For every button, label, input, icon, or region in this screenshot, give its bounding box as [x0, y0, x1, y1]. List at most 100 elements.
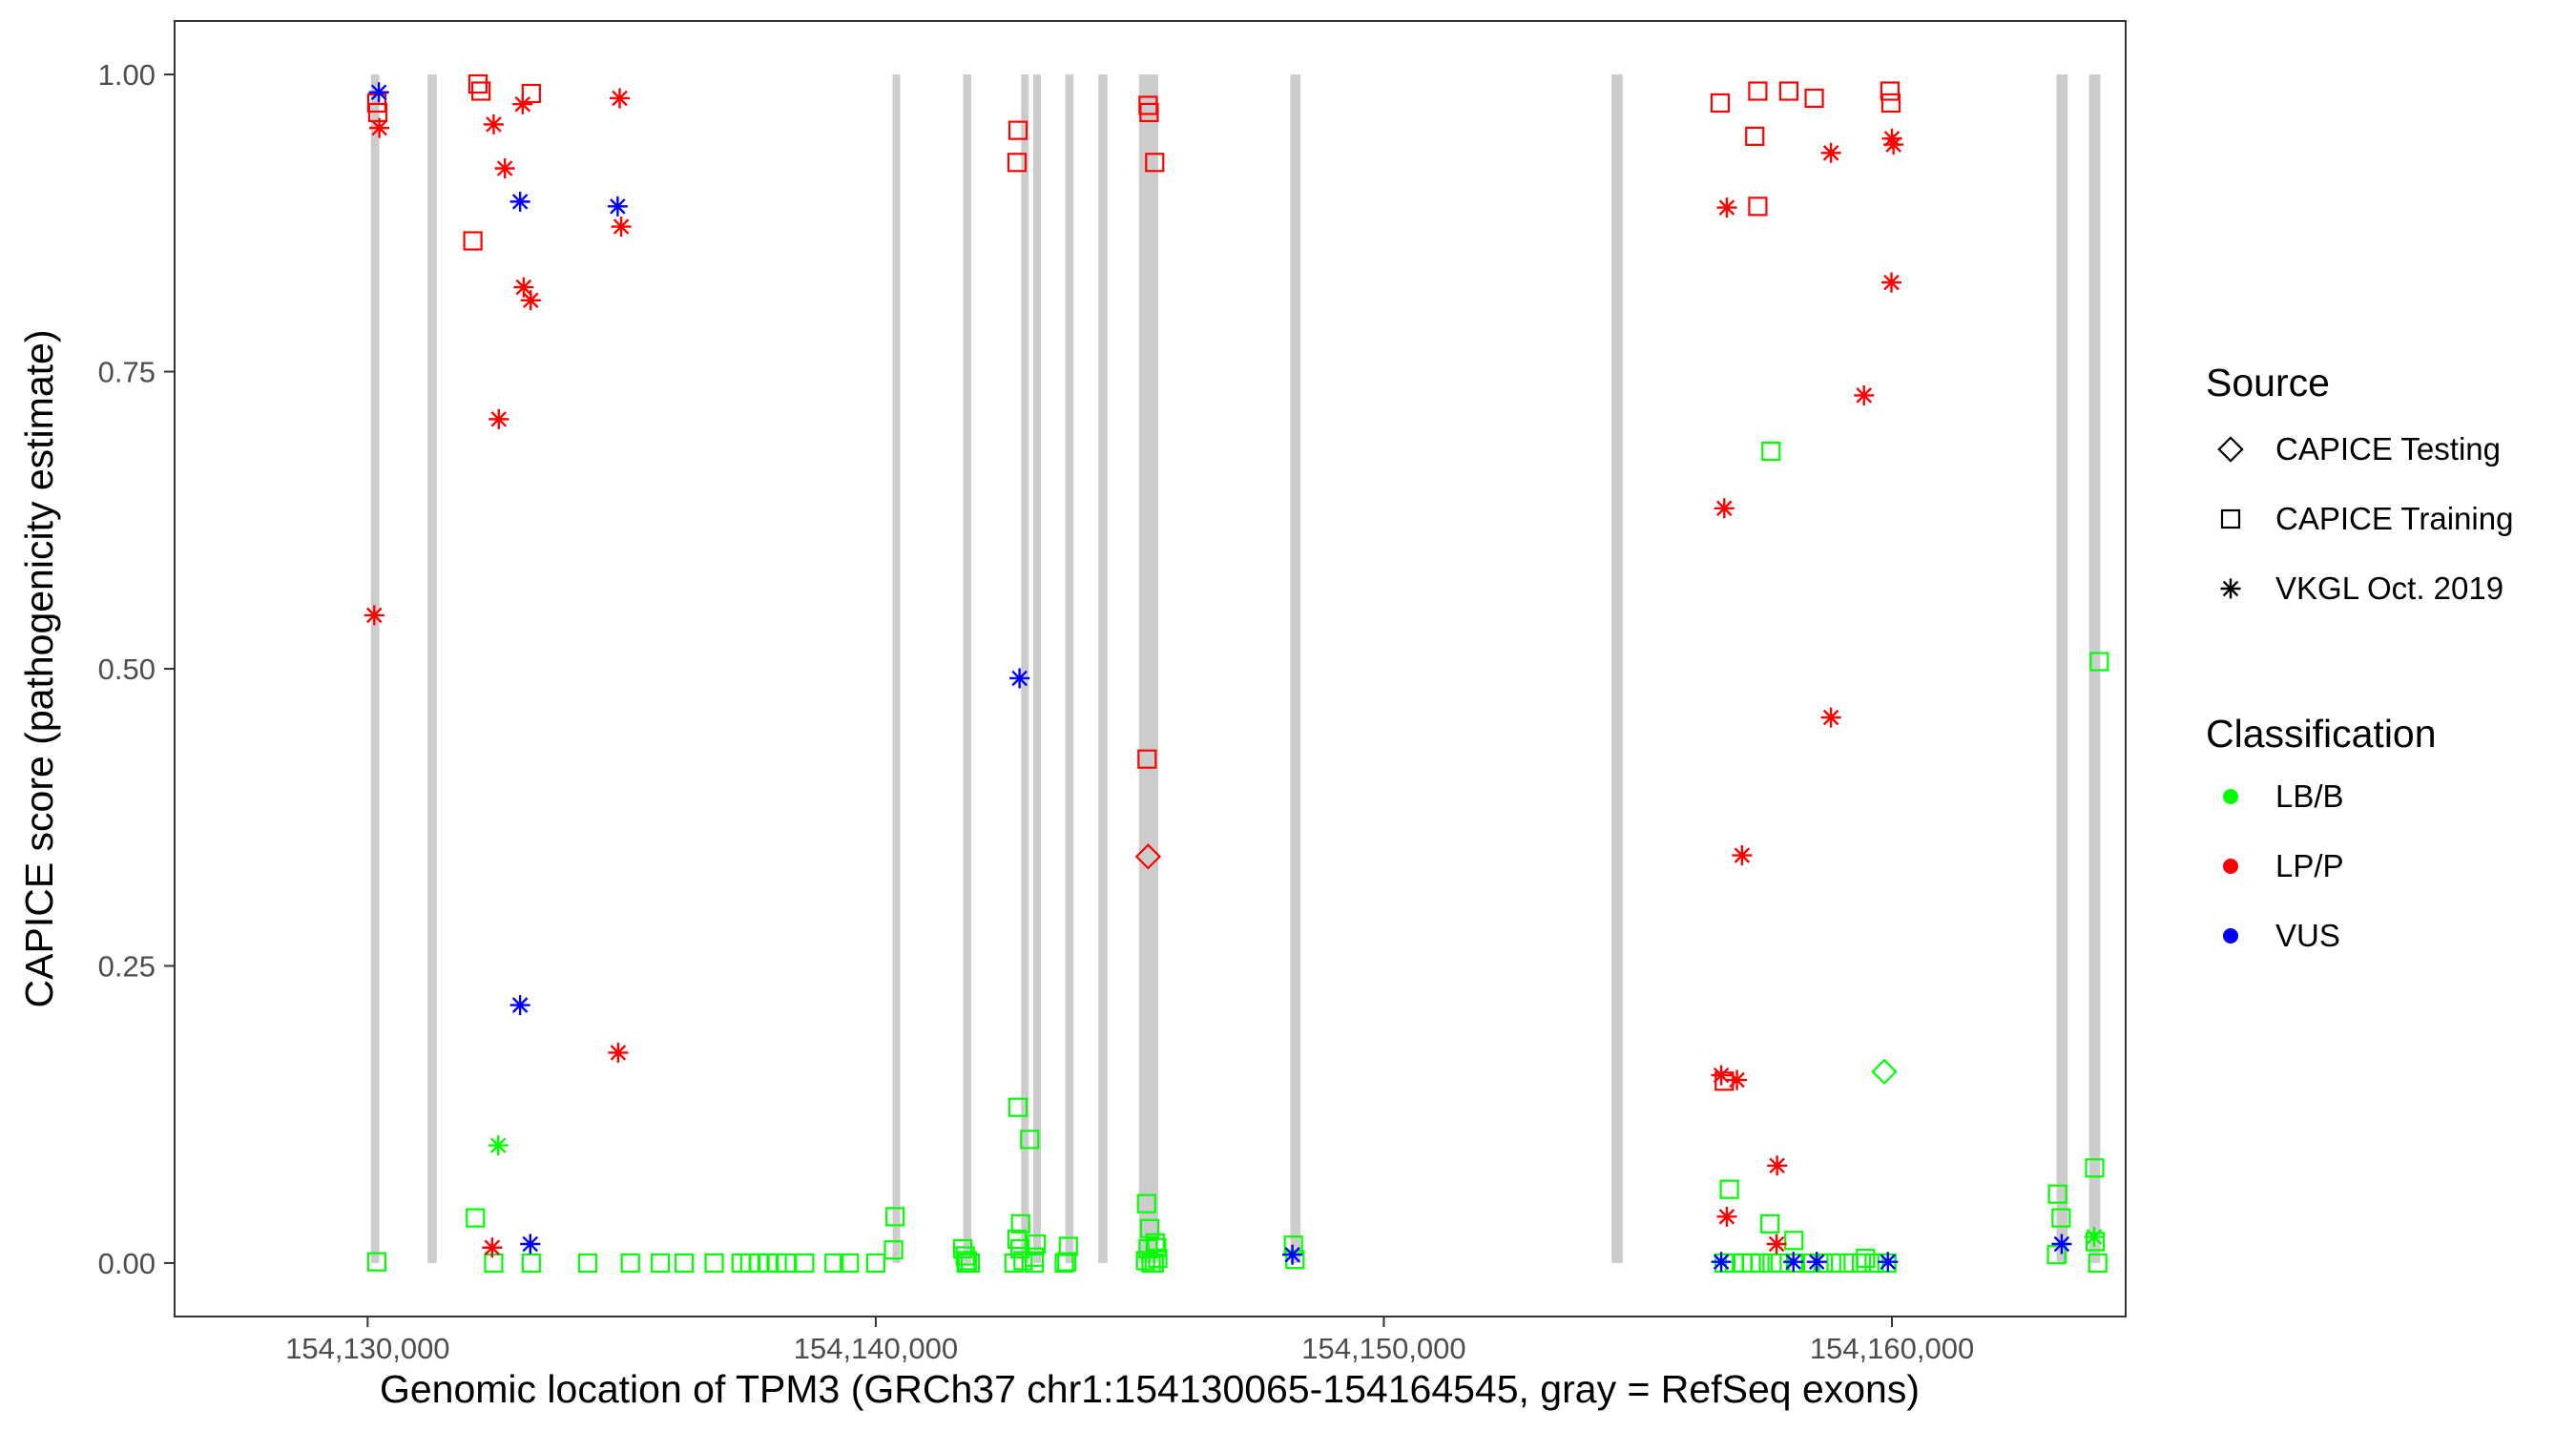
- point-square-3-0: [366, 1252, 387, 1272]
- point-square-3-35: [1024, 1247, 1045, 1267]
- point-square-3-2: [484, 1253, 504, 1274]
- point-square-3-26: [1008, 1097, 1028, 1117]
- point-square-3-50: [1719, 1179, 1739, 1199]
- point-square-2-5: [521, 83, 541, 104]
- point-square-3-46: [1148, 1248, 1168, 1269]
- point-square-3-53: [1784, 1231, 1804, 1251]
- point-asterisk-4-1: [364, 605, 384, 626]
- point-asterisk-4-12: [1716, 197, 1737, 218]
- legend-key-dot: [2223, 859, 2238, 874]
- point-square-3-72: [2046, 1245, 2067, 1265]
- point-square-3-34: [1004, 1253, 1024, 1274]
- legend-key-diamond: [2217, 436, 2244, 463]
- point-asterisk-6-1: [509, 191, 530, 212]
- point-asterisk-6-10: [1878, 1252, 1899, 1273]
- point-square-3-38: [1057, 1252, 1077, 1272]
- point-square-3-58: [1750, 1253, 1770, 1274]
- point-square-3-7: [675, 1253, 695, 1274]
- exon-band-13: [2088, 74, 2101, 1263]
- exon-band-6: [1033, 74, 1042, 1263]
- point-square-2-3: [471, 81, 491, 101]
- point-square-3-73: [2085, 1158, 2105, 1178]
- x-axis: 154,130,000 154,140,000 154,150,000 154,160…: [285, 1317, 1974, 1365]
- x-axis-label: Genomic location of TPM3 (GRCh37 chr1:15…: [380, 1367, 1920, 1411]
- legend-key-dot: [2223, 789, 2238, 804]
- point-asterisk-4-23: [1881, 128, 1902, 149]
- point-square-2-6: [1008, 120, 1028, 140]
- y-tick-label: 0.50: [98, 653, 156, 686]
- point-asterisk-4-0: [369, 117, 390, 138]
- x-tick-label: 154,160,000: [1810, 1332, 1974, 1365]
- exon-band-2: [427, 74, 437, 1263]
- x-tick-label: 154,150,000: [1301, 1332, 1465, 1365]
- point-asterisk-6-6: [1282, 1244, 1303, 1265]
- point-asterisk-4-6: [611, 217, 632, 238]
- point-square-2-14: [1778, 81, 1799, 101]
- point-asterisk-4-5: [610, 88, 631, 109]
- point-square-3-64: [1826, 1253, 1846, 1274]
- point-asterisk-4-25: [1820, 142, 1841, 163]
- point-square-3-51: [1761, 441, 1781, 462]
- point-asterisk-4-4: [512, 93, 533, 114]
- point-square-3-71: [2051, 1208, 2071, 1228]
- legend-label: LB/B: [2275, 778, 2344, 814]
- y-tick-label: 0.00: [98, 1247, 156, 1280]
- point-square-2-7: [1007, 153, 1028, 173]
- point-asterisk-4-8: [520, 290, 541, 311]
- legend-label: CAPICE Testing: [2275, 431, 2501, 467]
- point-square-2-1: [367, 102, 388, 123]
- point-square-3-27: [1020, 1130, 1040, 1150]
- point-square-3-1: [466, 1208, 486, 1228]
- x-tick-label: 154,140,000: [794, 1332, 958, 1365]
- point-square-3-74: [2089, 652, 2109, 672]
- point-asterisk-4-7: [513, 277, 534, 298]
- point-square-2-10: [1145, 153, 1165, 173]
- point-diamond-0-0: [1134, 843, 1162, 870]
- point-asterisk-6-8: [1783, 1252, 1804, 1273]
- point-asterisk-4-24: [1883, 135, 1904, 156]
- exon-band-10: [1290, 74, 1301, 1263]
- exon-bands: [370, 74, 2101, 1263]
- exon-band-4: [963, 74, 972, 1263]
- legend-key-asterisk: [2220, 578, 2241, 599]
- point-asterisk-6-7: [1711, 1252, 1732, 1273]
- exon-band-9: [1138, 74, 1159, 1263]
- point-square-3-18: [865, 1253, 886, 1274]
- legend: Source CAPICE Testing CAPICE Training VKGL…: [2206, 361, 2513, 953]
- point-asterisk-6-2: [607, 196, 628, 217]
- point-asterisk-4-3: [494, 157, 515, 178]
- point-asterisk-4-21: [1854, 384, 1875, 405]
- point-square-3-61: [1785, 1253, 1805, 1274]
- point-asterisk-4-15: [1711, 1065, 1732, 1086]
- point-asterisk-6-9: [1806, 1252, 1827, 1273]
- point-square-3-16: [824, 1253, 844, 1274]
- exon-band-8: [1098, 74, 1108, 1263]
- y-tick-label: 0.75: [98, 356, 156, 389]
- point-square-2-19: [1748, 197, 1768, 217]
- point-asterisk-4-16: [1727, 1069, 1748, 1090]
- point-square-3-69: [1856, 1248, 1876, 1269]
- point-square-3-8: [704, 1253, 724, 1274]
- point-asterisk-6-3: [509, 995, 530, 1016]
- point-square-3-40: [1139, 1218, 1160, 1238]
- legend-key-dot: [2223, 928, 2238, 944]
- point-square-3-5: [620, 1253, 640, 1274]
- point-square-2-12: [1710, 93, 1731, 114]
- exon-band-12: [2056, 74, 2068, 1263]
- legend-source-items: CAPICE Testing CAPICE Training VKGL Oct. 2…: [2217, 431, 2513, 606]
- point-asterisk-5-0: [488, 1135, 509, 1156]
- legend-label: CAPICE Training: [2275, 501, 2513, 536]
- y-tick-label: 0.25: [98, 949, 156, 983]
- point-asterisk-4-10: [608, 1042, 629, 1063]
- point-square-3-54: [1714, 1253, 1735, 1274]
- point-square-3-47: [1144, 1253, 1164, 1274]
- legend-title-classification: Classification: [2206, 712, 2437, 756]
- point-diamond-1-0: [1871, 1058, 1898, 1086]
- legend-classification-items: LB/B LP/P VUS: [2223, 778, 2344, 953]
- point-asterisk-4-19: [1766, 1234, 1787, 1255]
- point-asterisk-6-4: [520, 1234, 541, 1255]
- point-square-2-2: [467, 73, 488, 94]
- point-asterisk-4-22: [1880, 272, 1901, 293]
- point-asterisk-5-1: [2084, 1227, 2105, 1248]
